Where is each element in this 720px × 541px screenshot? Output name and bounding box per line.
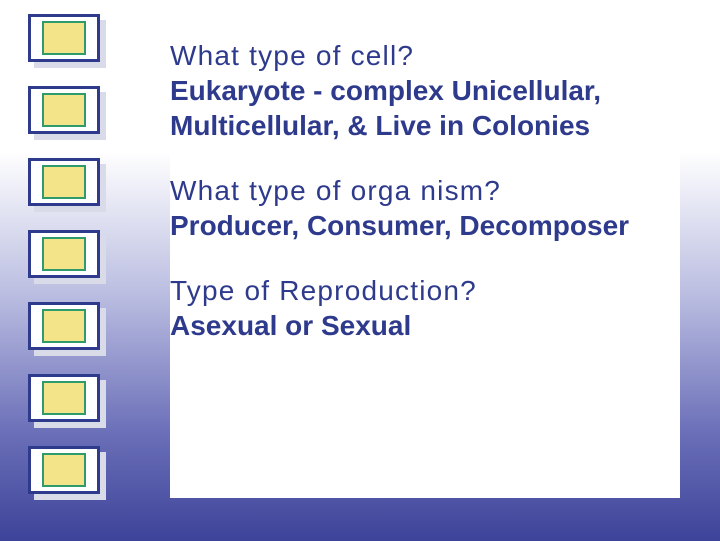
bullet-box-icon: [28, 230, 106, 284]
bullet-box-icon: [28, 302, 106, 356]
answer-text: Eukaryote - complex Unicellular, Multice…: [170, 73, 680, 143]
question-text: What type of orga nism?: [170, 173, 680, 208]
bullet-box-icon: [28, 446, 106, 500]
bullet-column: [28, 14, 110, 518]
content-area: What type of cell? Eukaryote - complex U…: [170, 38, 680, 498]
question-text: What type of cell?: [170, 38, 680, 73]
bullet-box-icon: [28, 158, 106, 212]
slide: What type of cell? Eukaryote - complex U…: [0, 0, 720, 541]
question-text: Type of Reproduction?: [170, 273, 680, 308]
qa-block: What type of orga nism? Producer, Consum…: [170, 173, 680, 243]
answer-text: Asexual or Sexual: [170, 308, 680, 343]
qa-block: Type of Reproduction? Asexual or Sexual: [170, 273, 680, 343]
bullet-box-icon: [28, 374, 106, 428]
bullet-box-icon: [28, 86, 106, 140]
bullet-box-icon: [28, 14, 106, 68]
answer-text: Producer, Consumer, Decomposer: [170, 208, 680, 243]
qa-block: What type of cell? Eukaryote - complex U…: [170, 38, 680, 143]
